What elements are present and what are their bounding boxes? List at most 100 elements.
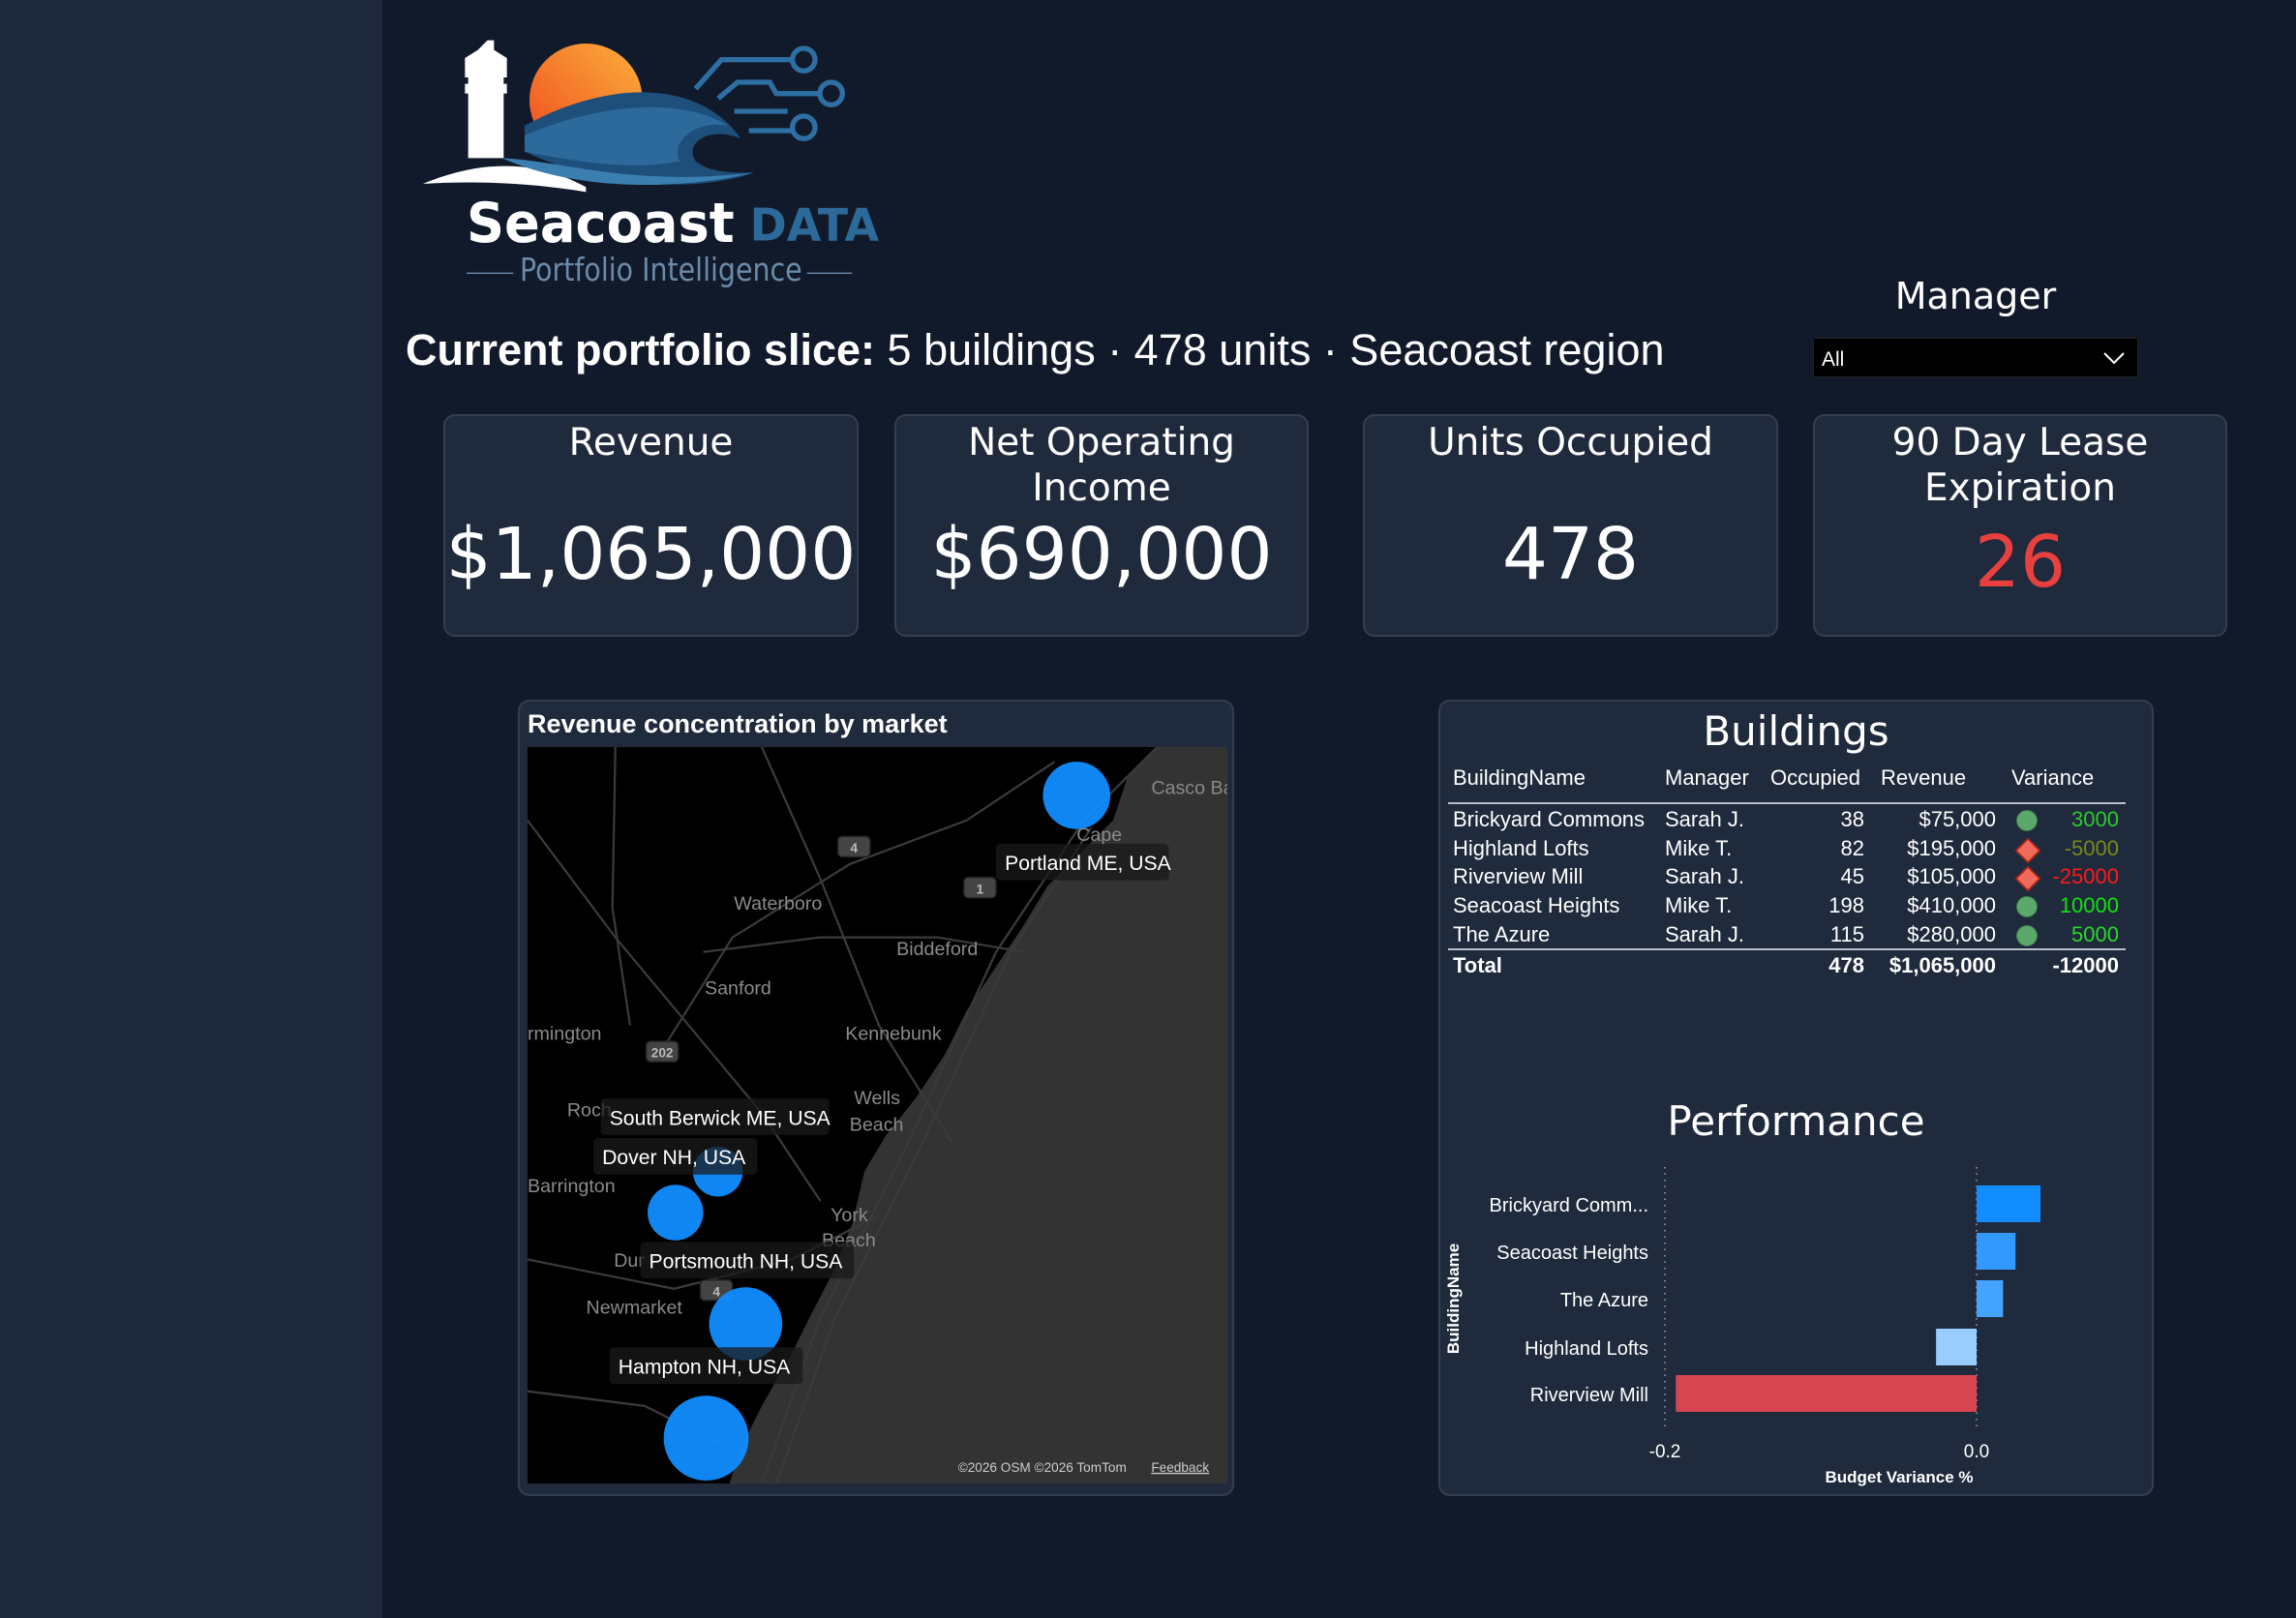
x-tick-label: -0.2: [1649, 1442, 1681, 1462]
map-attribution: ©2026 OSM ©2026 TomTom: [958, 1460, 1127, 1475]
bar-2[interactable]: [1977, 1280, 2004, 1317]
map-place-label: Newmarket: [587, 1297, 683, 1318]
manager-dropdown[interactable]: All: [1813, 338, 2138, 377]
circuit-icon: [693, 45, 846, 141]
cell-variance: 5000: [2071, 922, 2119, 946]
map-place-label: York: [831, 1205, 868, 1226]
market-label: South Berwick ME, USA: [600, 1098, 831, 1135]
map-place-label: Casco Ba: [1151, 777, 1227, 798]
kpi-value: 478: [1501, 513, 1640, 596]
cell-revenue: $105,000: [1907, 864, 1996, 888]
map-place-label: Waterboro: [734, 893, 822, 914]
cell-manager: Sarah J.: [1665, 807, 1744, 831]
svg-text:4: 4: [712, 1284, 720, 1299]
kpi-title: Net Operating Income: [968, 421, 1235, 510]
map-place-label: rmington: [528, 1024, 601, 1045]
status-good-circle-icon: [2016, 925, 2038, 946]
portfolio-slice-summary: Current portfolio slice: 5 buildings · 4…: [406, 325, 1665, 375]
category-label: Riverview Mill: [1530, 1385, 1648, 1406]
kpi-card-lease-expiration: 90 Day Lease Expiration 26: [1813, 414, 2227, 637]
map-card: Revenue concentration by market Waterbor…: [518, 700, 1234, 1496]
market-label: Portland ME, USA: [996, 843, 1172, 881]
market-bubble[interactable]: [648, 1184, 704, 1241]
kpi-title: Revenue: [568, 421, 734, 464]
cell-name: The Azure: [1453, 922, 1551, 946]
slice-text: 5 buildings · 478 units · Seacoast regio…: [875, 325, 1665, 375]
status-good-circle-icon: [2016, 810, 2038, 831]
svg-text:Hampton NH, USA: Hampton NH, USA: [619, 1357, 791, 1379]
bar-1[interactable]: [1977, 1233, 2016, 1270]
map-title: Revenue concentration by market: [528, 709, 948, 738]
column-header-variance[interactable]: Variance: [2011, 765, 2095, 790]
column-header-revenue[interactable]: Revenue: [1881, 765, 1967, 790]
cell-occupied: 198: [1828, 893, 1864, 917]
svg-text:South Berwick ME, USA: South Berwick ME, USA: [610, 1107, 831, 1129]
total-revenue: $1,065,000: [1888, 953, 1996, 977]
manager-filter-label: Manager: [1894, 275, 2057, 317]
column-header-buildingname[interactable]: BuildingName: [1453, 765, 1586, 790]
market-label: Hampton NH, USA: [609, 1347, 803, 1385]
svg-text:1: 1: [977, 882, 984, 896]
map-place-label: Sanford: [705, 978, 771, 1000]
cell-variance: -25000: [2052, 864, 2119, 888]
svg-text:Portsmouth NH, USA: Portsmouth NH, USA: [650, 1251, 844, 1273]
total-label: Total: [1453, 953, 1502, 977]
kpi-card-noi: Net Operating Income $690,000: [894, 414, 1309, 637]
road-shield-icon: 4: [836, 835, 871, 858]
slice-label: Current portfolio slice:: [406, 325, 876, 375]
cell-revenue: $195,000: [1907, 836, 1996, 860]
header-divider: [1448, 802, 2126, 804]
map-place-label: Beach: [850, 1114, 904, 1135]
buildings-card: Buildings Performance: [1438, 700, 2154, 1496]
column-header-manager[interactable]: Manager: [1665, 765, 1749, 790]
y-axis-title: BuildingName: [1444, 1243, 1463, 1354]
bar-3[interactable]: [1936, 1329, 1977, 1365]
svg-text:4: 4: [851, 841, 859, 855]
market-label: Portsmouth NH, USA: [640, 1242, 855, 1279]
cell-revenue: $280,000: [1907, 922, 1996, 946]
cell-occupied: 38: [1840, 807, 1864, 831]
bar-0[interactable]: [1977, 1185, 2041, 1222]
total-occupied: 478: [1828, 953, 1864, 977]
cell-name: Highland Lofts: [1453, 836, 1589, 860]
svg-text:Dover NH, USA: Dover NH, USA: [602, 1147, 746, 1169]
cell-revenue: $410,000: [1907, 893, 1996, 917]
cell-occupied: 45: [1840, 864, 1864, 888]
market-bubble[interactable]: [709, 1287, 783, 1361]
status-good-circle-icon: [2016, 896, 2038, 917]
cell-variance: 10000: [2059, 893, 2119, 917]
cell-occupied: 82: [1840, 836, 1864, 860]
cell-name: Seacoast Heights: [1453, 893, 1620, 917]
chevron-down-icon: [2103, 352, 2125, 365]
total-variance: -12000: [2052, 953, 2119, 977]
map-canvas[interactable]: Waterboro Sanford Biddeford Kennebunk rmingt…: [528, 747, 1227, 1483]
column-header-occupied[interactable]: Occupied: [1770, 765, 1860, 790]
category-label: Brickyard Comm...: [1490, 1195, 1648, 1216]
market-bubble[interactable]: [663, 1395, 749, 1481]
map-place-label: Wells: [854, 1088, 900, 1109]
bar-4[interactable]: [1676, 1375, 1977, 1412]
svg-text:Portland ME, USA: Portland ME, USA: [1005, 853, 1172, 875]
manager-dropdown-value: All: [1822, 348, 1845, 371]
cell-variance: -5000: [2064, 836, 2119, 860]
cell-variance: 3000: [2071, 807, 2119, 831]
map-place-label: Barrington: [528, 1176, 616, 1197]
map-feedback-link[interactable]: Feedback: [1151, 1460, 1209, 1475]
road-shield-icon: 1: [962, 876, 997, 899]
svg-text:Seacoast: Seacoast: [467, 192, 735, 255]
buildings-table-title: Buildings: [1703, 707, 1889, 755]
market-bubble[interactable]: [1042, 762, 1110, 829]
map-place-label: Dur: [614, 1250, 645, 1272]
kpi-card-units-occupied: Units Occupied 478: [1363, 414, 1778, 637]
market-label: Dover NH, USA: [593, 1137, 758, 1175]
map-place-label: Kennebunk: [845, 1024, 942, 1045]
seacoast-data-logo: Seacoast DATA Portfolio Intelligence: [423, 40, 879, 288]
map-place-label: Biddeford: [896, 939, 978, 960]
road-shield-icon: 202: [645, 1040, 680, 1064]
map-view[interactable]: Waterboro Sanford Biddeford Kennebunk rmingt…: [528, 747, 1227, 1483]
kpi-value: $690,000: [930, 513, 1273, 596]
performance-chart-title: Performance: [1667, 1097, 1925, 1145]
sidebar: [0, 0, 382, 1618]
cell-manager: Sarah J.: [1665, 922, 1744, 946]
